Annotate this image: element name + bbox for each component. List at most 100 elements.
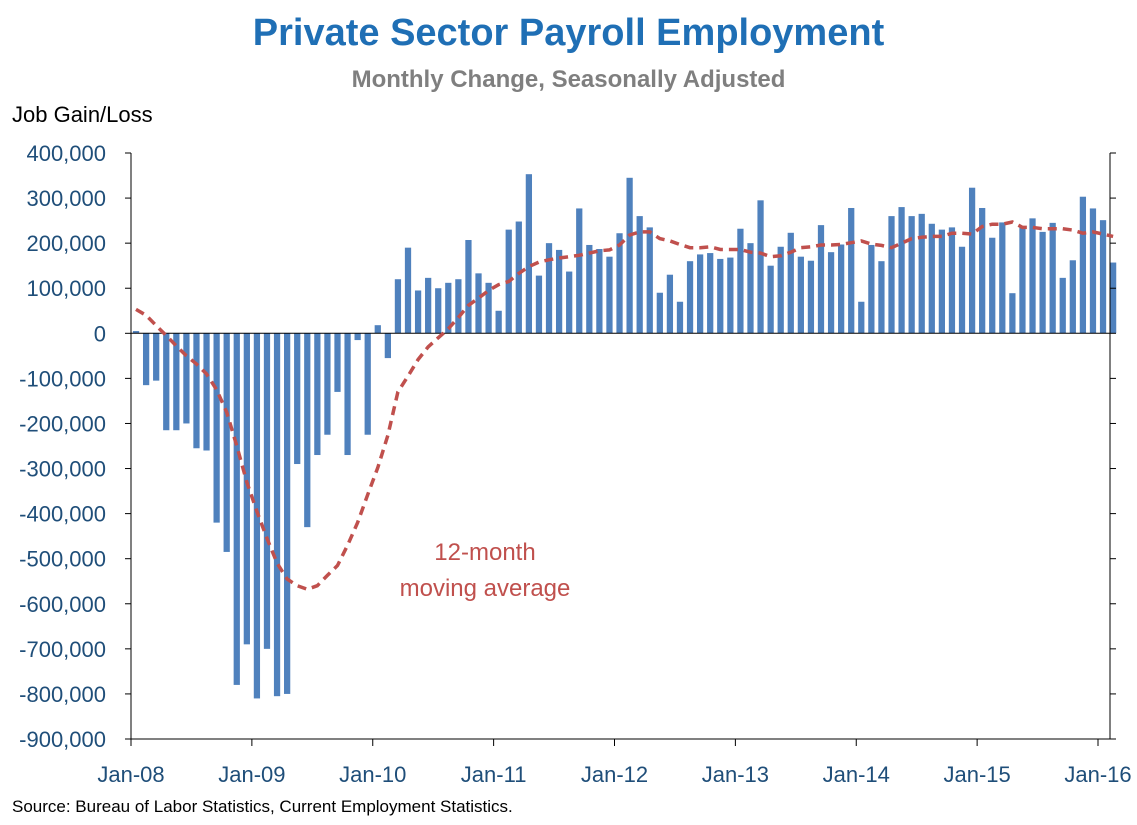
bar [908,216,915,334]
bar [868,244,875,334]
bar [888,216,895,334]
bar [737,228,744,334]
bar [757,200,764,334]
bar [948,227,956,334]
y-tick-label: -800,000 [19,682,106,707]
x-tick-label: Jan-16 [1064,762,1131,787]
bar [384,333,391,359]
bar [475,273,482,334]
bar [999,222,1006,334]
y-tick-label: -600,000 [19,592,106,617]
bar [586,244,593,334]
x-tick-label: Jan-13 [702,762,769,787]
x-tick-label: Jan-08 [97,762,164,787]
bar [455,279,462,334]
bar [898,207,905,334]
bar [1069,260,1076,334]
chart-title: Private Sector Payroll Employment [252,12,885,54]
bar [827,252,835,334]
y-tick-label: 300,000 [26,186,106,211]
bar [777,246,784,334]
bar [958,246,966,334]
x-ticks: Jan-08 Jan-09 Jan-10 Jan-11 Jan-12 Jan-13 Jan-… [97,739,1132,787]
bar [445,282,452,334]
y-tick-label: -500,000 [19,547,106,572]
bar [435,288,442,334]
bar [858,301,865,334]
bar [656,292,663,334]
bar [576,208,583,334]
bar [1049,222,1056,334]
bar [697,254,704,334]
bar [294,333,301,465]
bar [878,261,885,334]
bar [838,244,845,334]
bar [566,271,573,334]
bar [394,279,402,334]
moving-average-line [135,220,1114,592]
bar [153,333,160,381]
x-tick-label: Jan-10 [339,762,406,787]
source-note: Source: Bureau of Labor Statistics, Curr… [12,797,513,816]
y-tick-label: -900,000 [19,727,106,752]
bar [344,333,351,456]
bar [807,260,815,334]
x-tick-label: Jan-14 [823,762,890,787]
x-tick-label: Jan-15 [943,762,1010,787]
y-tick-label: 400,000 [26,141,106,166]
bar-series [132,174,1117,699]
bar [1009,293,1016,334]
bar [918,213,925,334]
x-tick-label: Jan-12 [581,762,648,787]
bar [465,240,472,334]
bar [666,274,674,334]
bar [263,333,271,649]
bar [636,216,643,334]
y-tick-label: 100,000 [26,276,106,301]
bar [1109,262,1117,334]
x-tick-label: Jan-09 [218,762,285,787]
bar [314,333,321,456]
bar [1079,196,1087,334]
bar [1039,231,1046,334]
bar [213,333,220,523]
bar [626,177,633,334]
bar [848,207,855,334]
bar [767,265,774,334]
bar [596,249,603,334]
x-tick-label: Jan-11 [461,762,527,787]
bar [132,331,140,334]
bar [364,333,371,435]
bar [142,333,150,386]
bar [495,310,502,334]
bar [545,243,553,334]
bar [243,333,250,645]
bar [989,237,996,334]
bar [334,333,341,392]
bar [727,257,734,334]
bar [354,333,361,341]
bar [414,290,422,334]
y-tick-label: -200,000 [19,411,106,436]
y-tick-label: -100,000 [19,366,106,391]
y-ticks: 400,000 300,000 200,000 100,000 0 -100,000 -20… [19,141,1116,752]
y-axis-label: Job Gain/Loss [12,102,153,127]
bar [173,333,180,431]
bar [284,333,291,694]
bar [1019,226,1026,334]
bar [1059,277,1066,334]
bar [968,187,976,334]
bar [979,207,986,334]
bar [817,225,825,334]
bar [717,258,724,334]
bar [304,333,311,528]
bar [374,325,381,334]
bar [183,333,190,424]
bar [686,261,694,334]
bar [425,277,432,334]
bar [223,333,230,552]
bar [676,301,684,334]
bar [1089,208,1097,334]
bar [1099,220,1107,334]
